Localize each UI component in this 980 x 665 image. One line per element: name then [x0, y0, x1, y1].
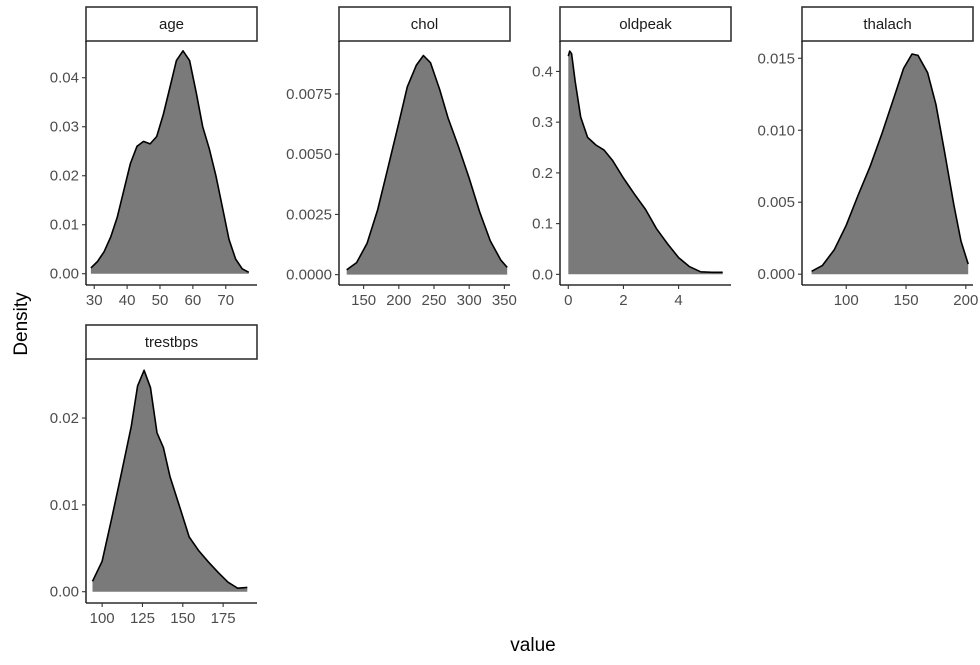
facet-strip: [338, 6, 511, 42]
x-tick-label: 30: [86, 292, 103, 309]
facet-strip: [85, 324, 258, 360]
y-tick-label: 0.03: [50, 119, 79, 136]
facet-strip: [85, 6, 258, 42]
y-tick-label: 0.1: [532, 216, 553, 233]
x-tick-label: 250: [421, 292, 446, 309]
x-tick-label: 300: [457, 292, 482, 309]
x-tick-label: 200: [386, 292, 411, 309]
density-line: [90, 50, 250, 274]
facet-strip: [559, 6, 732, 42]
x-tick-label: 0: [564, 292, 572, 309]
x-tick-label: 4: [674, 292, 682, 309]
density-line: [91, 369, 248, 589]
y-tick-label: 0.01: [50, 497, 79, 514]
x-tick-label: 150: [894, 292, 919, 309]
density-area: [811, 54, 969, 275]
x-tick-label: 350: [492, 292, 517, 309]
y-tick-label: 0.2: [532, 165, 553, 182]
panel-age: age 0.00 0.01 0.02 0.03 0.04 30 40 50 60 70: [50, 6, 258, 309]
panel-oldpeak: oldpeak 0.0 0.1 0.2 0.3 0.4 0 2 4: [532, 6, 732, 309]
y-tick-label: 0.02: [50, 410, 79, 427]
y-tick-label: 0.000: [757, 266, 795, 283]
density-line: [811, 53, 969, 273]
y-tick-label: 0.04: [50, 70, 79, 87]
x-tick-label: 150: [351, 292, 376, 309]
y-tick-label: 0.0: [532, 266, 553, 283]
density-area: [92, 370, 248, 592]
x-tick-label: 50: [152, 292, 169, 309]
x-tick-label: 100: [90, 610, 115, 627]
y-tick-label: 0.0025: [286, 206, 332, 223]
y-tick-label: 0.010: [757, 122, 795, 139]
y-tick-label: 0.01: [50, 217, 79, 234]
facet-strip: [801, 6, 974, 42]
y-tick-label: 0.4: [532, 63, 553, 80]
x-axis-title: value: [510, 635, 555, 656]
y-tick-label: 0.00: [50, 584, 79, 601]
facet-strip-label: thalach: [863, 16, 911, 33]
y-tick-label: 0.0050: [286, 146, 332, 163]
x-tick-label: 150: [170, 610, 195, 627]
facet-strip-label: trestbps: [145, 334, 198, 351]
x-tick-label: 200: [953, 292, 978, 309]
x-tick-label: 100: [834, 292, 859, 309]
density-area: [90, 50, 249, 274]
density-area: [568, 51, 723, 275]
panel-trestbps: trestbps 0.00 0.01 0.02 100 125 150 175: [50, 324, 258, 627]
x-tick-label: 70: [217, 292, 234, 309]
density-area: [346, 55, 508, 275]
facet-strip-label: age: [159, 16, 184, 33]
density-line: [567, 50, 723, 274]
x-tick-label: 40: [119, 292, 136, 309]
panel-thalach: thalach 0.000 0.005 0.010 0.015 100 150 200: [757, 6, 978, 309]
y-tick-label: 0.005: [757, 194, 795, 211]
x-tick-label: 175: [211, 610, 236, 627]
x-tick-label: 2: [619, 292, 627, 309]
y-tick-label: 0.02: [50, 168, 79, 185]
x-tick-label: 60: [185, 292, 202, 309]
y-tick-label: 0.00: [50, 266, 79, 283]
facet-strip-label: oldpeak: [619, 16, 672, 33]
facet-strip-label: chol: [411, 16, 439, 33]
y-axis-title: Density: [11, 292, 32, 356]
y-tick-label: 0.3: [532, 114, 553, 131]
y-tick-label: 0.0000: [286, 267, 332, 284]
panel-chol: chol 0.0000 0.0025 0.0050 0.0075 150 200 250 300…: [286, 6, 517, 309]
y-tick-label: 0.0075: [286, 86, 332, 103]
density-line: [346, 54, 508, 271]
x-tick-label: 125: [130, 610, 155, 627]
y-tick-label: 0.015: [757, 50, 795, 67]
